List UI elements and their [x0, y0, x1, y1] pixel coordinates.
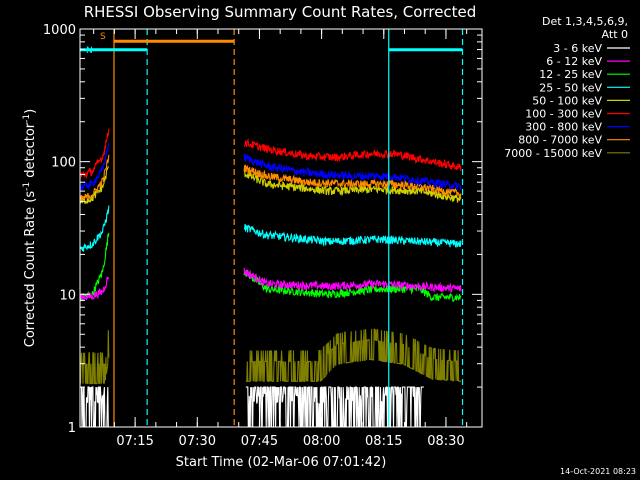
flag-label-n: N — [86, 46, 93, 56]
legend-label-s6_12: 6 - 12 keV — [546, 55, 602, 68]
plot-frame — [79, 28, 483, 428]
series-s7000-segment-1 — [80, 330, 110, 385]
series-s300_800 — [80, 142, 462, 191]
series-s100_300-segment-1 — [80, 128, 110, 179]
legend-label-s25_50: 25 - 50 keV — [539, 81, 602, 94]
x-tick-label: 08:00 — [303, 434, 340, 449]
y-label-sup1: -1 — [22, 182, 32, 191]
series-s25_50-segment-2 — [243, 224, 462, 248]
series-s300_800-segment-1 — [80, 142, 110, 191]
series-s3_6 — [80, 386, 424, 427]
y-label-main: Corrected Count Rate (s — [23, 191, 38, 348]
plot-content — [80, 128, 462, 427]
series-s12_25-segment-1 — [80, 232, 110, 302]
series-s100_300 — [80, 128, 462, 179]
series-s7000 — [80, 328, 462, 385]
series-s25_50 — [80, 205, 462, 252]
series-s3_6-segment-2 — [245, 386, 424, 427]
footer-date: 14-Oct-2021 08:23 — [560, 467, 636, 476]
legend-label-s100_300: 100 - 300 keV — [525, 108, 602, 121]
y-tick-label: 100 — [51, 156, 76, 171]
legend-header-1: Det 1,3,4,5,6,9, — [542, 15, 628, 28]
series-s6_12-segment-2 — [243, 267, 462, 293]
series-s7000-segment-2 — [245, 328, 462, 382]
x-tick-label: 07:15 — [116, 434, 153, 449]
y-tick-label: 1000 — [43, 23, 76, 38]
y-tick-label: 10 — [59, 288, 76, 303]
series-s100_300-segment-2 — [243, 138, 462, 172]
x-axis-ticks: 07:15 07:30 07:45 08:00 08:15 08:30 — [93, 29, 468, 449]
series-s25_50-segment-1 — [80, 205, 110, 252]
legend-label-s12_25: 12 - 25 keV — [539, 68, 602, 81]
legend-label-s3_6: 3 - 6 keV — [553, 42, 602, 55]
y-label-sup2: -1 — [22, 114, 32, 123]
series-s800_7000-segment-1 — [80, 154, 110, 201]
series-s50_100-segment-2 — [243, 169, 462, 203]
legend-header-2: Att 0 — [602, 28, 628, 41]
series-s6_12 — [80, 267, 462, 302]
y-axis-ticks: 1 10 100 1000 — [43, 23, 482, 436]
chart-title: RHESSI Observing Summary Count Rates, Co… — [84, 3, 477, 21]
x-tick-label: 08:30 — [427, 434, 464, 449]
legend-label-s50_100: 50 - 100 keV — [532, 94, 602, 107]
flag-label-s: S — [100, 32, 106, 42]
y-axis-label: Corrected Count Rate (s-1 detector-1) — [22, 109, 38, 347]
legend-label-s300_800: 300 - 800 keV — [525, 121, 602, 134]
y-label-mid: detector — [23, 122, 38, 182]
attenuator-flags: SN — [80, 29, 464, 427]
x-tick-label: 07:45 — [241, 434, 278, 449]
y-tick-label: 1 — [68, 421, 76, 436]
legend-label-s7000: 7000 - 15000 keV — [504, 147, 602, 160]
legend-label-s800_7000: 800 - 7000 keV — [518, 134, 602, 147]
x-tick-label: 07:30 — [179, 434, 216, 449]
x-tick-label: 08:15 — [365, 434, 402, 449]
series-s300_800-segment-2 — [243, 153, 462, 191]
x-axis-label: Start Time (02-Mar-06 07:01:42) — [176, 455, 387, 470]
series-s800_7000 — [80, 154, 462, 201]
series-s3_6-segment-1 — [80, 386, 109, 427]
series-s800_7000-segment-2 — [243, 164, 462, 199]
series-s6_12-segment-1 — [80, 276, 110, 302]
y-label-end: ) — [23, 109, 38, 114]
